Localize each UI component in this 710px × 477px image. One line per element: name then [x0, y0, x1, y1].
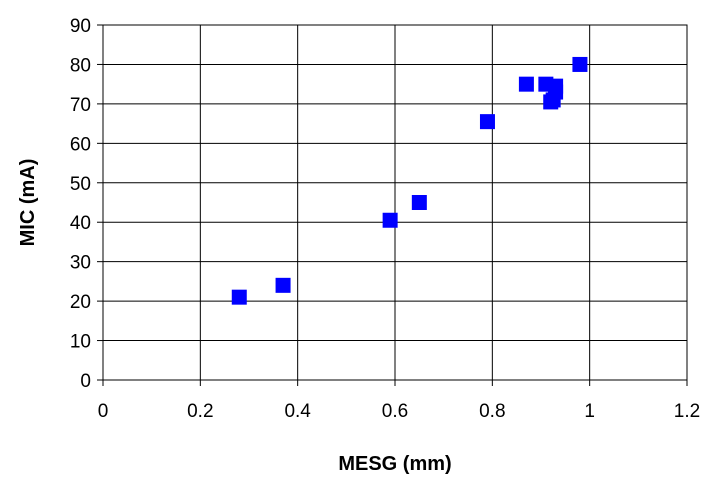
y-tick-label: 30	[70, 253, 91, 274]
x-axis-title: MESG (mm)	[338, 453, 451, 475]
data-point	[572, 56, 588, 72]
x-tick-label: 1	[584, 401, 595, 422]
x-tick-label: 0.6	[382, 401, 408, 422]
x-tick-label: 0.2	[187, 401, 213, 422]
data-point	[411, 195, 427, 210]
y-tick-label: 80	[70, 55, 91, 76]
y-tick-label: 40	[70, 213, 91, 234]
data-point	[479, 114, 495, 130]
y-tick-label: 0	[80, 371, 91, 392]
x-tick-label: 0	[98, 401, 109, 422]
data-point	[548, 84, 564, 100]
y-axis-title: MIC (mA)	[17, 159, 39, 247]
axes	[97, 24, 688, 386]
x-tick-label: 1.2	[674, 401, 700, 422]
y-tick-label: 50	[70, 174, 91, 195]
grid-lines	[103, 24, 688, 380]
data-point	[382, 212, 398, 228]
y-tick-label: 60	[70, 134, 91, 155]
x-tick-label: 0.8	[479, 401, 505, 422]
x-tick-label: 0.4	[284, 401, 311, 422]
data-point	[518, 76, 534, 92]
tick-labels: 0 0.2 0.4 0.6 0.8 1 1.2 0 10 20 30 40 50 60 70 80 90	[70, 16, 700, 422]
data-point	[231, 289, 247, 305]
data-points	[231, 56, 588, 305]
y-tick-label: 10	[70, 332, 91, 353]
y-tick-label: 20	[70, 292, 91, 313]
plot-area-border	[102, 24, 688, 381]
y-tick-label: 70	[70, 95, 91, 116]
y-tick-label: 90	[70, 16, 91, 37]
data-point	[275, 277, 291, 293]
